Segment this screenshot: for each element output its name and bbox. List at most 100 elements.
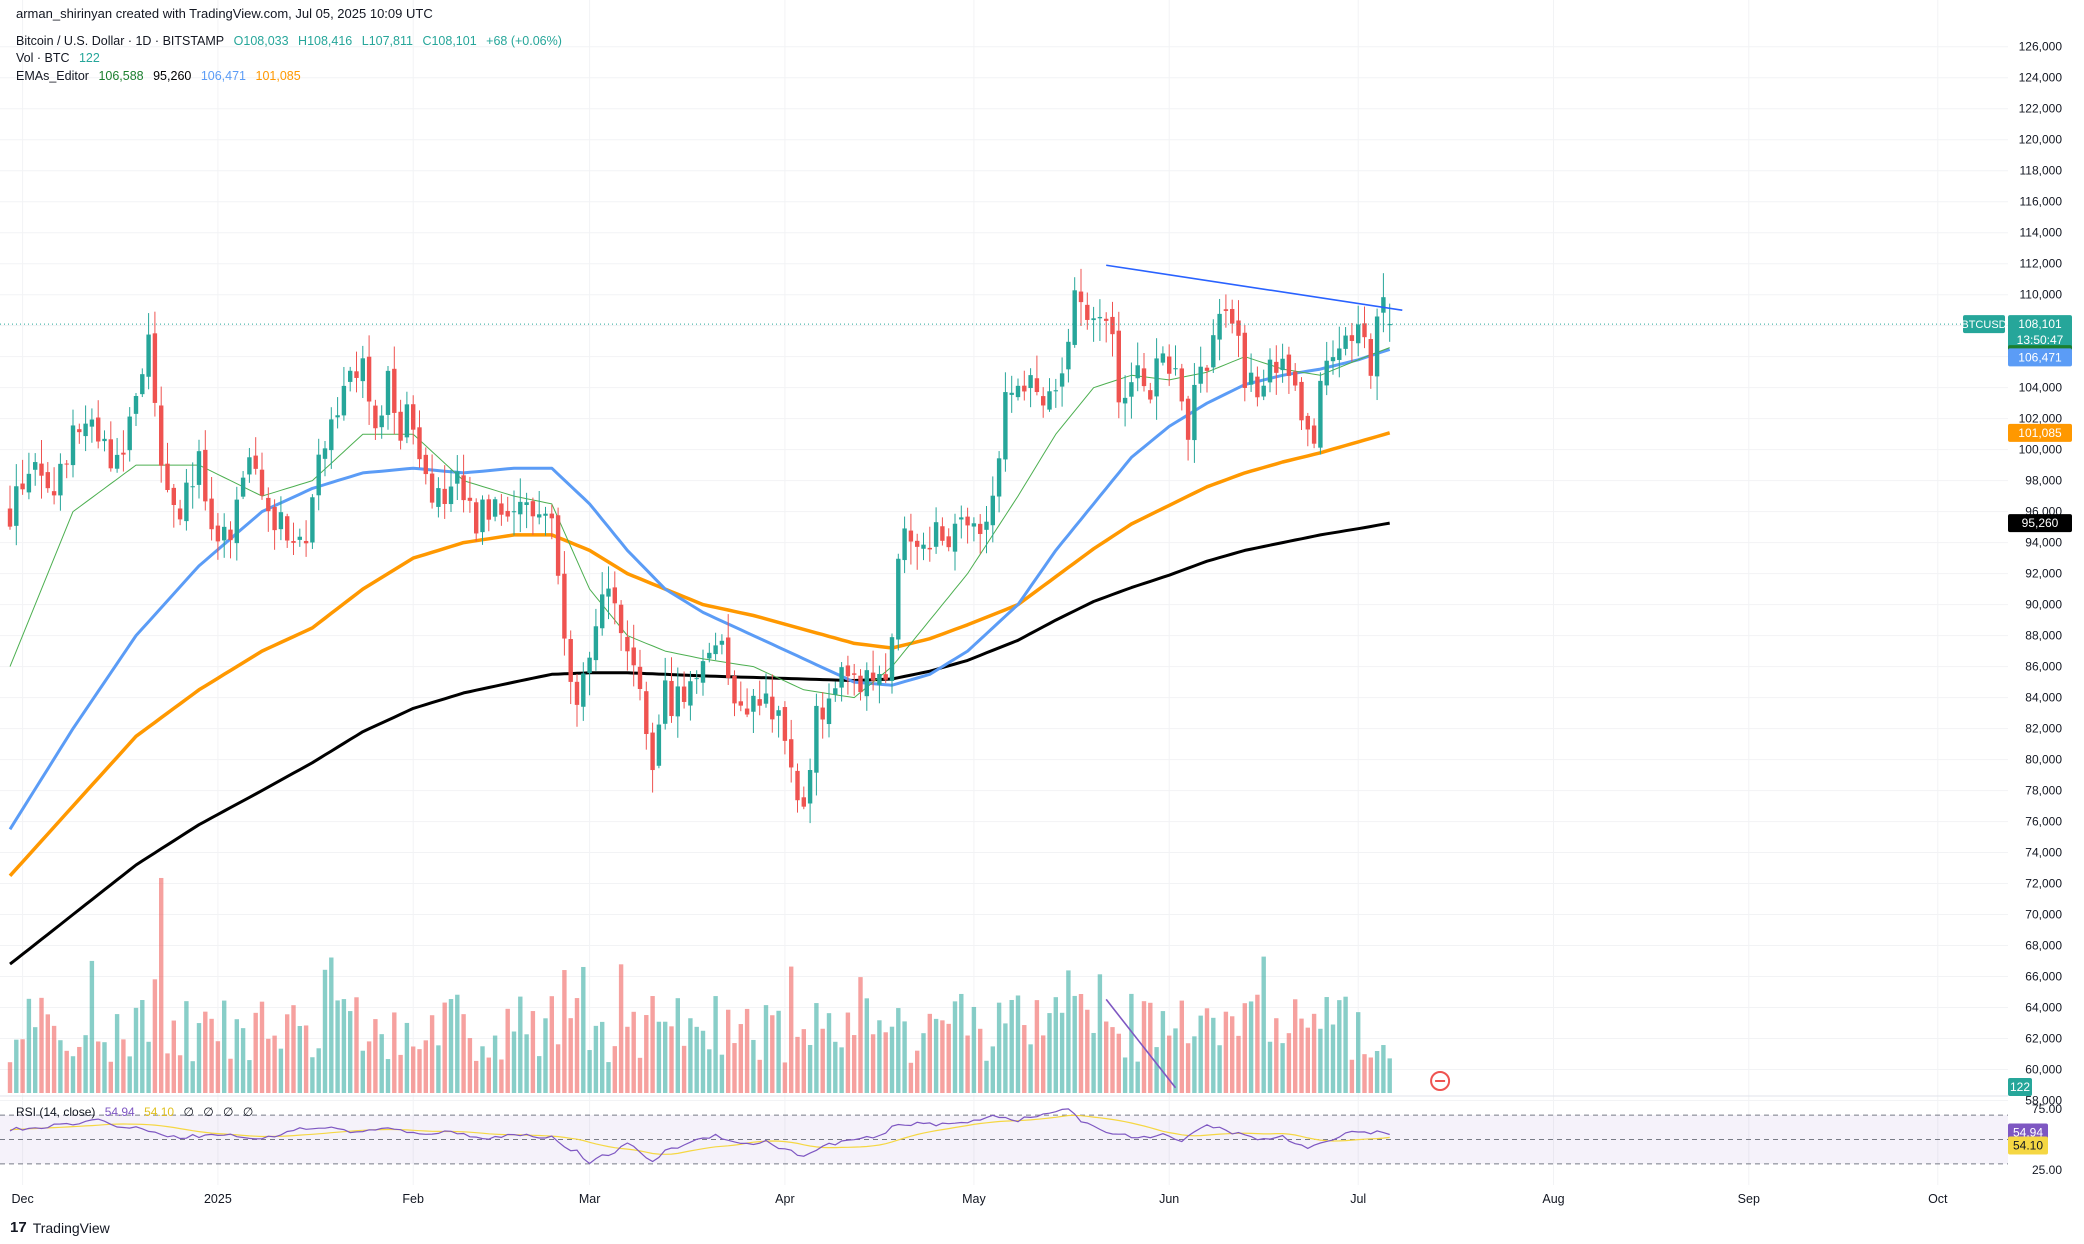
volume-bar: [902, 1021, 907, 1093]
symbol-legend[interactable]: Bitcoin / U.S. Dollar · 1D · BITSTAMP O1…: [16, 34, 568, 48]
volume-bar: [392, 1012, 397, 1093]
ema-value-4: 101,085: [255, 69, 301, 83]
volume-bar: [127, 1056, 132, 1093]
candle-body: [713, 645, 718, 655]
candle-body: [801, 797, 806, 807]
time-tick-label: Dec: [11, 1192, 33, 1206]
volume-bar: [442, 1002, 447, 1093]
volume-bar: [1173, 1028, 1178, 1093]
candle-body: [1255, 376, 1260, 398]
candle-body: [253, 455, 258, 469]
volume-bar: [1148, 1002, 1153, 1093]
volume-bar: [1167, 1035, 1172, 1093]
time-tick-label: Jun: [1159, 1192, 1179, 1206]
candle-body: [543, 513, 548, 516]
ema-price-value: 101,085: [2018, 426, 2062, 440]
rsi-tick-label: 75.00: [2032, 1102, 2062, 1116]
volume-bar: [190, 1061, 195, 1093]
volume-bar: [474, 1060, 479, 1093]
volume-bar: [1211, 1017, 1216, 1093]
ema-price-value: 95,260: [2022, 516, 2059, 530]
volume-bar: [209, 1018, 214, 1093]
volume-value: 122: [78, 51, 100, 65]
rsi-extra-4: ∅: [242, 1105, 254, 1119]
ema-value-2: 95,260: [153, 69, 192, 83]
candle-body: [751, 695, 756, 712]
volume-bar: [921, 1033, 926, 1093]
price-tick-label: 64,000: [2025, 1001, 2062, 1015]
rsi-extra-1: ∅: [183, 1105, 194, 1119]
candle-body: [593, 626, 599, 661]
volume-bar: [1122, 1057, 1128, 1093]
candle-body: [335, 415, 340, 418]
candle-body: [845, 665, 851, 677]
candle-body: [455, 471, 460, 484]
candle-body: [1009, 392, 1014, 395]
volume-bar: [177, 1055, 183, 1093]
ohlc-low: L107,811: [361, 34, 413, 48]
candle-body: [1154, 358, 1159, 397]
volume-label: Vol · BTC: [16, 51, 70, 65]
last-price-tag[interactable]: [2008, 315, 2072, 350]
volume-bar: [215, 1041, 221, 1093]
volume-bar: [417, 1049, 422, 1093]
ema-price-tag[interactable]: [2008, 423, 2072, 442]
last-price-value: 108,101: [2018, 317, 2062, 331]
symbol-tag[interactable]: [1963, 315, 2005, 334]
candle-body: [177, 508, 183, 520]
candle-body: [379, 415, 384, 428]
candle-body: [429, 473, 435, 503]
candle-body: [537, 514, 542, 518]
time-tick-label: Aug: [1542, 1192, 1564, 1206]
volume-bar: [971, 1006, 977, 1093]
candle-body: [826, 698, 832, 725]
ema-price-tag[interactable]: [2008, 514, 2072, 533]
candle-body: [83, 423, 88, 437]
ema-legend[interactable]: EMAs_Editor 106,588 95,260 106,471 101,0…: [16, 69, 307, 83]
volume-bar: [379, 1034, 384, 1093]
candle-body: [1248, 372, 1254, 385]
volume-bar: [996, 1002, 1002, 1093]
volume-bar: [222, 1000, 227, 1093]
candle-body: [568, 639, 573, 682]
candle-body: [108, 439, 113, 469]
volume-bar: [889, 1026, 895, 1093]
price-tick-label: 102,000: [2019, 412, 2063, 426]
volume-bar: [896, 1008, 901, 1093]
candle-body: [820, 707, 825, 720]
candle-body: [45, 472, 50, 489]
candle-body: [1280, 358, 1285, 371]
volume-bar: [959, 993, 964, 1093]
candle-body: [102, 438, 107, 442]
rsi-extra-2: ∅: [203, 1105, 214, 1119]
candle-body: [360, 358, 365, 382]
candle-body: [1230, 308, 1235, 324]
rsi-legend[interactable]: RSI (14, close) 54.94 54.10 ∅ ∅ ∅ ∅: [16, 1105, 259, 1119]
candle-body: [1179, 368, 1184, 402]
rsi-ma-tag[interactable]: [2008, 1136, 2048, 1155]
price-tick-label: 100,000: [2019, 443, 2063, 457]
ema-price-tag[interactable]: [2008, 348, 2072, 367]
candle-body: [404, 404, 410, 438]
candle-body: [1148, 390, 1153, 400]
candle-body: [1053, 390, 1058, 392]
candle-body: [574, 681, 580, 705]
time-tick-label: Sep: [1738, 1192, 1760, 1206]
tradingview-brand[interactable]: 17 TradingView: [10, 1219, 110, 1236]
price-tick-label: 94,000: [2025, 536, 2062, 550]
candle-body: [833, 688, 838, 695]
price-tick-label: 88,000: [2025, 629, 2062, 643]
candle-body: [114, 454, 120, 469]
price-tags: BTCUSD108,10113:50:47106,588106,471101,0…: [1961, 315, 2072, 1155]
volume-bar: [1185, 1043, 1191, 1093]
volume-bar: [234, 1019, 239, 1093]
candle-body: [442, 488, 447, 504]
volume-bar: [1381, 1045, 1386, 1093]
volume-tag[interactable]: [2008, 1078, 2032, 1096]
candle-body: [1236, 320, 1241, 336]
volume-legend[interactable]: Vol · BTC 122: [16, 51, 106, 65]
volume-bar: [663, 1021, 668, 1093]
candle-body: [240, 477, 246, 497]
candle-body: [1028, 375, 1033, 389]
